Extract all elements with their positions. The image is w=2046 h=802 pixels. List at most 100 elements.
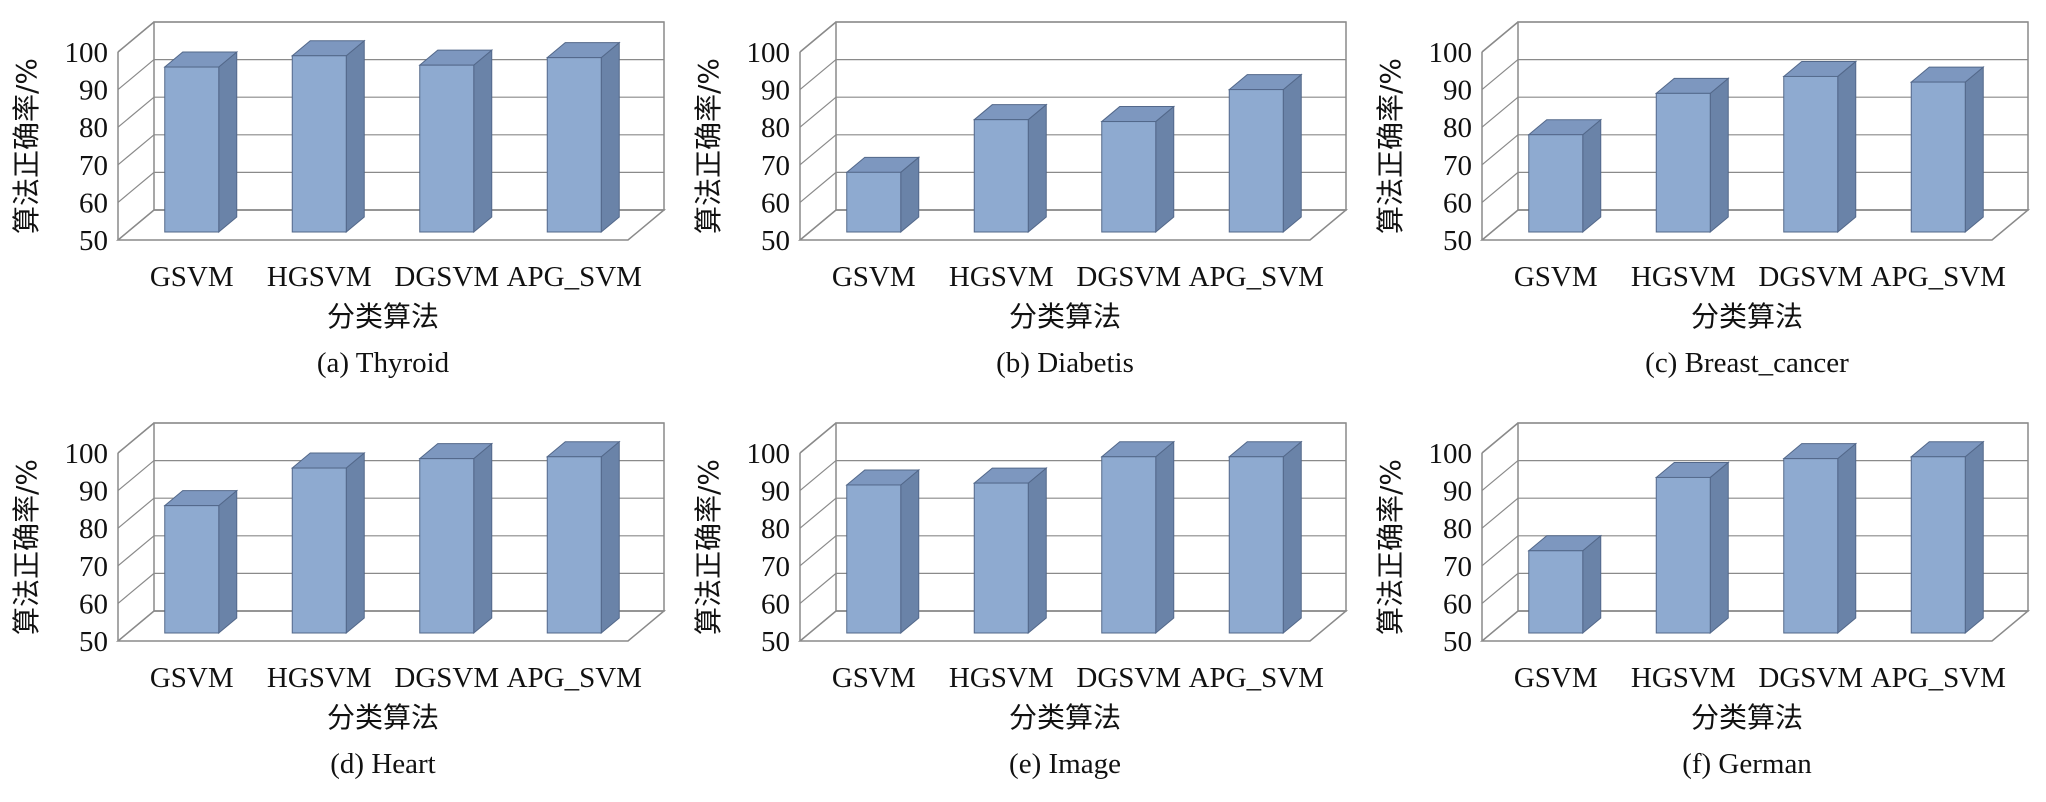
y-axis-title-b: 算法正确率/% <box>692 58 725 234</box>
x-axis-title-e: 分类算法 <box>1009 701 1121 734</box>
chart-caption-c: (c) Breast_cancer <box>1645 347 1849 379</box>
y-tick-label-b-80: 80 <box>761 112 790 144</box>
y-tick-label-c-90: 90 <box>1443 75 1472 107</box>
gridline-a-60 <box>117 171 664 203</box>
x-tick-label-d-1: HGSVM <box>267 662 372 694</box>
bar-front-a-2 <box>419 64 475 233</box>
bar-e-apg-svm <box>1227 440 1303 635</box>
bar-front-b-0 <box>846 171 902 233</box>
bar-side-d-0 <box>218 489 238 635</box>
gridline-f-70 <box>1481 535 2028 567</box>
y-tick-label-a-80: 80 <box>79 112 108 144</box>
chart-e: 50 60 70 80 90 100 GSVM HGSVM DGSVM APG_SVM 算法正确率/… <box>692 422 1349 780</box>
x-tick-label-f-0: GSVM <box>1514 662 1598 694</box>
gridline-e-70 <box>799 535 1346 567</box>
bar-side-b-3 <box>1282 73 1302 234</box>
bar-b-hgsvm <box>972 103 1048 234</box>
x-tick-label-c-0: GSVM <box>1514 261 1598 293</box>
bar-side-c-1 <box>1709 77 1729 234</box>
chart-f: 50 60 70 80 90 100 GSVM HGSVM DGSVM APG_SVM 算法正确率/… <box>1374 422 2031 780</box>
bar-b-gsvm <box>845 156 921 234</box>
gridline-c-90 <box>1481 58 2028 91</box>
bar-front-c-3 <box>1910 81 1966 233</box>
bar-side-f-2 <box>1837 442 1857 635</box>
bar-front-c-2 <box>1783 75 1839 233</box>
gridline-e-80 <box>799 497 1346 529</box>
gridline-b-80 <box>799 96 1346 128</box>
bar-side-a-0 <box>218 50 238 234</box>
y-tick-label-a-70: 70 <box>79 150 108 182</box>
bar-side-e-2 <box>1155 440 1175 635</box>
bar-c-dgsvm <box>1782 60 1858 234</box>
gridline-c-100 <box>1481 21 2028 53</box>
y-axis-title-e: 算法正确率/% <box>692 459 725 635</box>
bar-side-a-2 <box>473 49 493 234</box>
x-tick-label-d-0: GSVM <box>150 662 234 694</box>
gridline-c-50 <box>1481 209 2028 241</box>
chart-panel-e: 50 60 70 80 90 100 GSVM HGSVM DGSVM APG_SVM 算法正确率/… <box>682 401 1364 802</box>
gridline-c-60 <box>1481 171 2028 203</box>
bar-front-e-1 <box>973 482 1029 634</box>
x-axis-title-b: 分类算法 <box>1009 300 1121 333</box>
y-tick-label-d-90: 90 <box>79 476 108 508</box>
x-tick-label-b-2: DGSVM <box>1076 261 1181 293</box>
gridline-e-90 <box>799 459 1346 492</box>
chart-d: 50 60 70 80 90 100 GSVM HGSVM DGSVM APG_SVM 算法正确率/… <box>10 422 667 780</box>
bar-front-d-3 <box>546 456 602 634</box>
y-tick-label-c-70: 70 <box>1443 150 1472 182</box>
chart-caption-d: (d) Heart <box>330 748 435 780</box>
gridline-f-50 <box>1481 610 2028 642</box>
x-tick-label-b-1: HGSVM <box>949 261 1054 293</box>
bar-front-c-1 <box>1655 92 1711 233</box>
bar-e-hgsvm <box>972 467 1048 635</box>
bar-side-d-3 <box>600 440 620 635</box>
bar-side-b-1 <box>1027 103 1047 234</box>
gridline-d-90 <box>117 459 664 492</box>
chart-caption-f: (f) German <box>1682 748 1812 780</box>
x-tick-label-f-1: HGSVM <box>1631 662 1736 694</box>
x-axis-title-c: 分类算法 <box>1691 300 1803 333</box>
bar-front-a-0 <box>164 66 220 233</box>
gridline-c-80 <box>1481 96 2028 128</box>
bar-a-gsvm <box>163 50 239 234</box>
gridline-f-100 <box>1481 422 2028 454</box>
gridline-e-50 <box>799 610 1346 642</box>
y-tick-label-e-80: 80 <box>761 513 790 545</box>
bar-d-gsvm <box>163 489 239 635</box>
y-tick-label-f-80: 80 <box>1443 513 1472 545</box>
bar-front-b-1 <box>973 119 1029 233</box>
y-tick-label-e-60: 60 <box>761 588 790 620</box>
bar-front-b-3 <box>1228 89 1284 233</box>
bar-side-f-0 <box>1582 534 1602 635</box>
bar-a-dgsvm <box>418 49 494 234</box>
y-tick-label-b-70: 70 <box>761 150 790 182</box>
y-tick-label-a-100: 100 <box>65 37 109 69</box>
bar-side-d-1 <box>345 451 365 635</box>
chart-panel-a: 50 60 70 80 90 100 GSVM HGSVM DGSVM APG_SVM 算法正确率/… <box>0 0 682 401</box>
bar-side-d-2 <box>473 442 493 635</box>
gridline-a-100 <box>117 21 664 53</box>
bar-e-dgsvm <box>1100 440 1176 635</box>
x-tick-label-d-3: APG_SVM <box>507 662 642 694</box>
gridline-f-90 <box>1481 459 2028 492</box>
x-tick-label-e-2: DGSVM <box>1076 662 1181 694</box>
gridline-a-90 <box>117 58 664 91</box>
gridline-a-70 <box>117 134 664 166</box>
gridline-f-60 <box>1481 572 2028 604</box>
bar-side-a-1 <box>345 39 365 234</box>
bar-e-gsvm <box>845 468 921 635</box>
x-tick-label-a-3: APG_SVM <box>507 261 642 293</box>
y-tick-label-b-100: 100 <box>747 37 791 69</box>
bar-front-b-2 <box>1101 121 1157 233</box>
y-tick-label-e-70: 70 <box>761 551 790 583</box>
bar-d-dgsvm <box>418 442 494 635</box>
gridline-b-50 <box>799 209 1346 241</box>
y-tick-label-c-50: 50 <box>1443 225 1472 257</box>
bar-side-f-3 <box>1964 440 1984 635</box>
bar-c-hgsvm <box>1654 77 1730 234</box>
bar-f-hgsvm <box>1654 461 1730 635</box>
gridline-d-60 <box>117 572 664 604</box>
y-axis-title-a: 算法正确率/% <box>10 58 43 234</box>
bar-c-apg-svm <box>1909 66 1985 234</box>
